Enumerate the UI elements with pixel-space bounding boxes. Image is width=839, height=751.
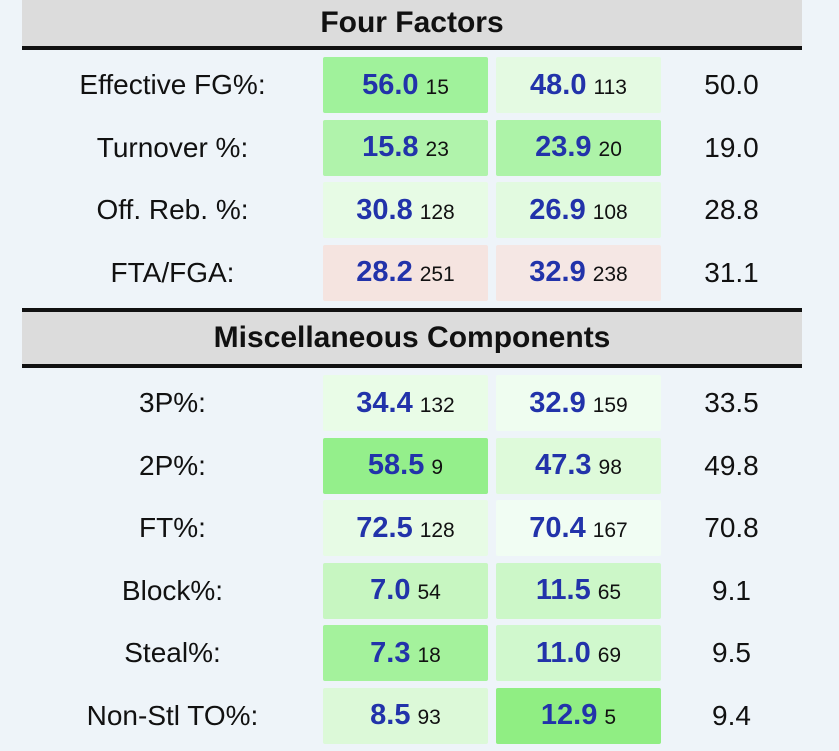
- stat-value: 32.9: [529, 386, 586, 419]
- section-header-miscellaneous-components: Miscellaneous Components: [22, 308, 802, 368]
- stat-label: Effective FG%:: [79, 69, 266, 101]
- stat-row-2p: 2P%: 58.5 9 47.3 98 49.8: [22, 435, 802, 498]
- stat-row-turnover: Turnover %: 15.8 23 23.9 20 19.0: [22, 117, 802, 180]
- stat-value: 32.9: [529, 256, 586, 289]
- section-header-four-factors: Four Factors: [22, 0, 802, 50]
- stat-rank: 15: [425, 75, 449, 99]
- stat-row-steal: Steal%: 7.3 18 11.0 69 9.5: [22, 622, 802, 685]
- stat-rank: 23: [425, 138, 449, 162]
- stat-value: 70.4: [529, 511, 586, 544]
- avg-value: 33.5: [704, 387, 759, 419]
- stat-label: 3P%:: [139, 387, 206, 419]
- avg-value: 9.1: [712, 574, 751, 606]
- avg-value: 70.8: [704, 512, 759, 544]
- stat-rank: 113: [593, 75, 627, 99]
- stat-value: 7.3: [370, 636, 411, 669]
- four-factors-rows: Effective FG%: 56.0 15 48.0 113 50.0 Turno…: [22, 50, 802, 308]
- stat-cell-1: 56.0 15: [323, 57, 488, 114]
- stat-cell-2: 11.5 65: [496, 562, 661, 619]
- stat-value: 48.0: [530, 68, 587, 101]
- stat-label: FTA/FGA:: [110, 256, 235, 288]
- stat-cell-1: 34.4 132: [323, 375, 488, 432]
- stat-cell-2: 26.9 108: [496, 182, 661, 239]
- avg-value: 31.1: [704, 256, 759, 288]
- stat-value: 23.9: [535, 131, 592, 164]
- stat-cell-2: 11.0 69: [496, 625, 661, 682]
- stats-table: Four Factors Effective FG%: 56.0 15 48.0 1…: [22, 0, 802, 751]
- stat-cell-1: 30.8 128: [323, 182, 488, 239]
- stat-value: 7.0: [370, 574, 411, 607]
- avg-value: 28.8: [704, 194, 759, 226]
- stat-rank: 5: [604, 706, 617, 730]
- avg-value: 9.4: [712, 699, 751, 731]
- stat-cell-1: 15.8 23: [323, 119, 488, 176]
- stat-value: 11.5: [535, 574, 591, 607]
- stat-rank: 132: [419, 393, 455, 417]
- stat-value: 47.3: [535, 449, 592, 482]
- stat-row-block: Block%: 7.0 54 11.5 65 9.1: [22, 560, 802, 623]
- stat-row-fta-fga: FTA/FGA: 28.2 251 32.9 238 31.1: [22, 242, 802, 305]
- stat-label: Turnover %:: [96, 131, 249, 163]
- stat-rank: 18: [417, 643, 441, 667]
- stat-rank: 128: [419, 200, 455, 224]
- stat-rank: 65: [597, 581, 622, 605]
- stat-cell-2: 32.9 159: [496, 375, 661, 432]
- stat-cell-2: 47.3 98: [496, 437, 661, 494]
- avg-value: 19.0: [704, 131, 759, 163]
- stat-rank: 54: [417, 581, 441, 605]
- stat-row-effective-fg: Effective FG%: 56.0 15 48.0 113 50.0: [22, 54, 802, 117]
- avg-value: 49.8: [704, 449, 759, 481]
- stat-row-ft: FT%: 72.5 128 70.4 167 70.8: [22, 497, 802, 560]
- section-title: Miscellaneous Components: [213, 321, 611, 354]
- stat-rank: 9: [431, 456, 444, 480]
- stat-rank: 93: [417, 706, 441, 730]
- stat-cell-1: 28.2 251: [323, 244, 488, 301]
- avg-value: 9.5: [712, 637, 751, 669]
- stat-value: 72.5: [356, 511, 413, 544]
- stat-row-non-stl-to: Non-Stl TO%: 8.5 93 12.9 5 9.4: [22, 685, 802, 748]
- stat-rank: 20: [598, 138, 622, 162]
- stat-rank: 108: [592, 200, 628, 224]
- stat-cell-1: 7.0 54: [323, 562, 488, 619]
- stat-value: 34.4: [356, 386, 413, 419]
- stat-rank: 251: [419, 263, 455, 287]
- stat-value: 11.0: [535, 636, 591, 669]
- stat-cell-1: 58.5 9: [323, 437, 488, 494]
- stat-rank: 238: [592, 263, 628, 287]
- stat-rank: 69: [597, 643, 622, 667]
- avg-value: 50.0: [704, 69, 759, 101]
- stat-value: 15.8: [362, 131, 419, 164]
- stat-label: Block%:: [121, 574, 224, 606]
- stat-label: FT%:: [139, 512, 206, 544]
- stat-value: 58.5: [367, 449, 425, 482]
- stat-rank: 128: [419, 518, 455, 542]
- section-title: Four Factors: [320, 6, 504, 39]
- stat-cell-1: 72.5 128: [323, 500, 488, 557]
- stat-cell-2: 12.9 5: [496, 687, 661, 744]
- stat-value: 8.5: [370, 699, 411, 732]
- stat-row-off-reb: Off. Reb. %: 30.8 128 26.9 108 28.8: [22, 179, 802, 242]
- stat-rank: 159: [592, 393, 628, 417]
- stat-cell-2: 70.4 167: [496, 500, 661, 557]
- miscellaneous-rows: 3P%: 34.4 132 32.9 159 33.5 2P%: 58.5 9 47.…: [22, 368, 802, 751]
- stat-value: 12.9: [540, 699, 598, 732]
- stat-cell-1: 8.5 93: [323, 687, 488, 744]
- stat-label: Steal%:: [124, 637, 221, 669]
- stat-cell-2: 48.0 113: [496, 57, 661, 114]
- stat-label: 2P%:: [139, 449, 206, 481]
- stat-value: 28.2: [356, 256, 413, 289]
- stat-cell-2: 32.9 238: [496, 244, 661, 301]
- stat-value: 30.8: [356, 193, 413, 226]
- stat-label: Non-Stl TO%:: [86, 699, 259, 731]
- stat-cell-2: 23.9 20: [496, 119, 661, 176]
- stat-row-3p: 3P%: 34.4 132 32.9 159 33.5: [22, 372, 802, 435]
- stat-rank: 98: [598, 456, 622, 480]
- stat-label: Off. Reb. %:: [96, 194, 249, 226]
- stat-value: 26.9: [529, 193, 586, 226]
- stat-value: 56.0: [362, 68, 419, 101]
- stat-cell-1: 7.3 18: [323, 625, 488, 682]
- stat-rank: 167: [592, 518, 628, 542]
